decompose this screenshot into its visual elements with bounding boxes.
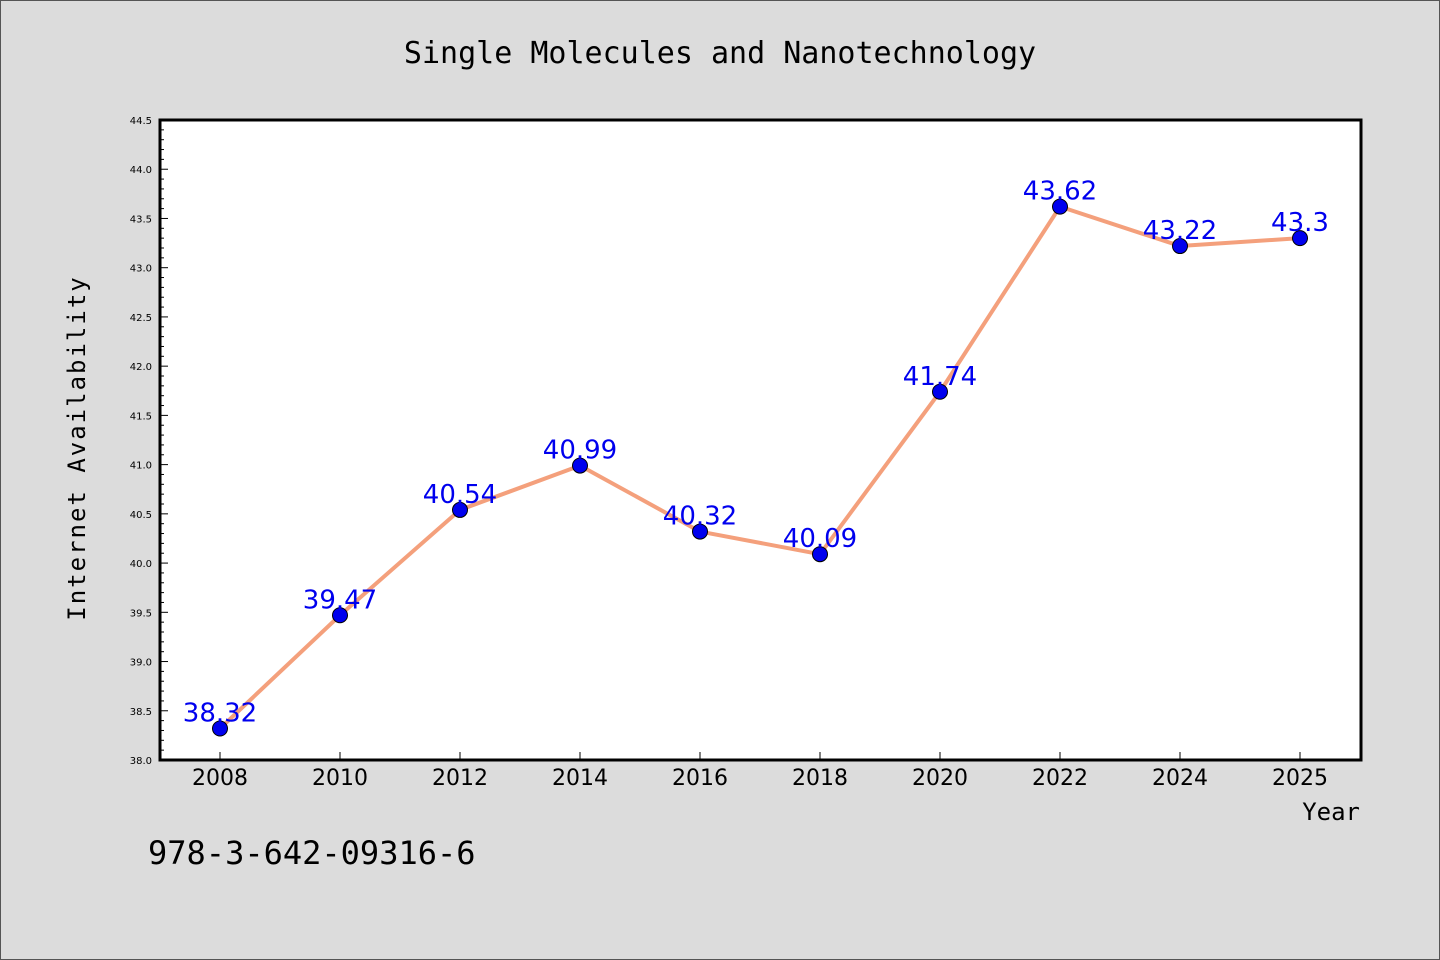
x-tick-label: 2024 <box>1152 766 1208 791</box>
data-label: 43.22 <box>1143 216 1217 246</box>
series-line-group <box>218 204 1302 731</box>
data-point <box>572 457 588 474</box>
data-point <box>1052 198 1068 215</box>
x-tick-label: 2008 <box>192 766 248 791</box>
data-label: 38.32 <box>183 698 257 728</box>
data-label: 43.62 <box>1023 177 1097 207</box>
data-point <box>692 523 708 540</box>
data-label: 39.47 <box>303 585 377 615</box>
series-line <box>218 204 1302 731</box>
data-labels-group: 38.32 39.47 40.54 40.99 40.32 40.09 41.74 43.62… <box>183 177 1329 729</box>
data-point <box>1292 230 1308 247</box>
y-tick-label: 40.5 <box>130 510 152 521</box>
y-tick-label: 43.5 <box>130 214 152 225</box>
y-tick-label: 41.5 <box>130 411 152 422</box>
y-tick-label: 38.0 <box>130 756 152 767</box>
y-tick-label: 39.5 <box>130 608 152 619</box>
y-tick-label: 41.0 <box>130 461 152 472</box>
data-label: 40.54 <box>423 480 497 510</box>
x-tick-label: 2018 <box>792 766 848 791</box>
y-tick-label: 42.5 <box>130 313 152 324</box>
x-axis-title: Year <box>1302 798 1360 826</box>
x-axis: 2008 2010 2012 2014 2016 2018 2020 2022 2024 2025 <box>192 752 1328 791</box>
y-tick-label: 43.0 <box>130 264 152 275</box>
data-label: 43.3 <box>1271 208 1329 238</box>
isbn-label: 978-3-642-09316-6 <box>148 834 476 872</box>
data-label: 40.32 <box>663 502 737 532</box>
x-tick-label: 2025 <box>1272 766 1328 791</box>
y-tick-label: 40.0 <box>130 559 152 570</box>
x-tick-label: 2014 <box>552 766 608 791</box>
y-tick-label: 39.0 <box>130 658 152 669</box>
y-tick-label: 44.5 <box>130 116 152 127</box>
y-tick-label: 38.5 <box>130 707 152 718</box>
x-tick-label: 2016 <box>672 766 728 791</box>
y-tick-label: 42.0 <box>130 362 152 373</box>
y-axis: 38.0 38.5 39.0 39.5 40.0 40.5 41.0 41.5 42.0 42.5… <box>130 116 168 767</box>
data-point <box>452 501 468 518</box>
x-tick-label: 2022 <box>1032 766 1088 791</box>
data-label: 41.74 <box>903 362 977 392</box>
plot-area <box>158 118 1363 762</box>
chart-title: Single Molecules and Nanotechnology <box>404 36 1036 71</box>
x-tick-label: 2012 <box>432 766 488 791</box>
data-point <box>1172 238 1188 255</box>
data-point <box>212 720 228 737</box>
data-point <box>332 607 348 624</box>
x-tick-label: 2020 <box>912 766 968 791</box>
data-label: 40.09 <box>783 524 857 554</box>
markers-group <box>212 198 1308 737</box>
data-label: 40.99 <box>543 436 617 466</box>
data-point <box>932 383 948 400</box>
y-tick-label: 44.0 <box>130 165 152 176</box>
y-axis-title: Internet Availability <box>63 275 91 620</box>
data-point <box>812 546 828 563</box>
x-tick-label: 2010 <box>312 766 368 791</box>
